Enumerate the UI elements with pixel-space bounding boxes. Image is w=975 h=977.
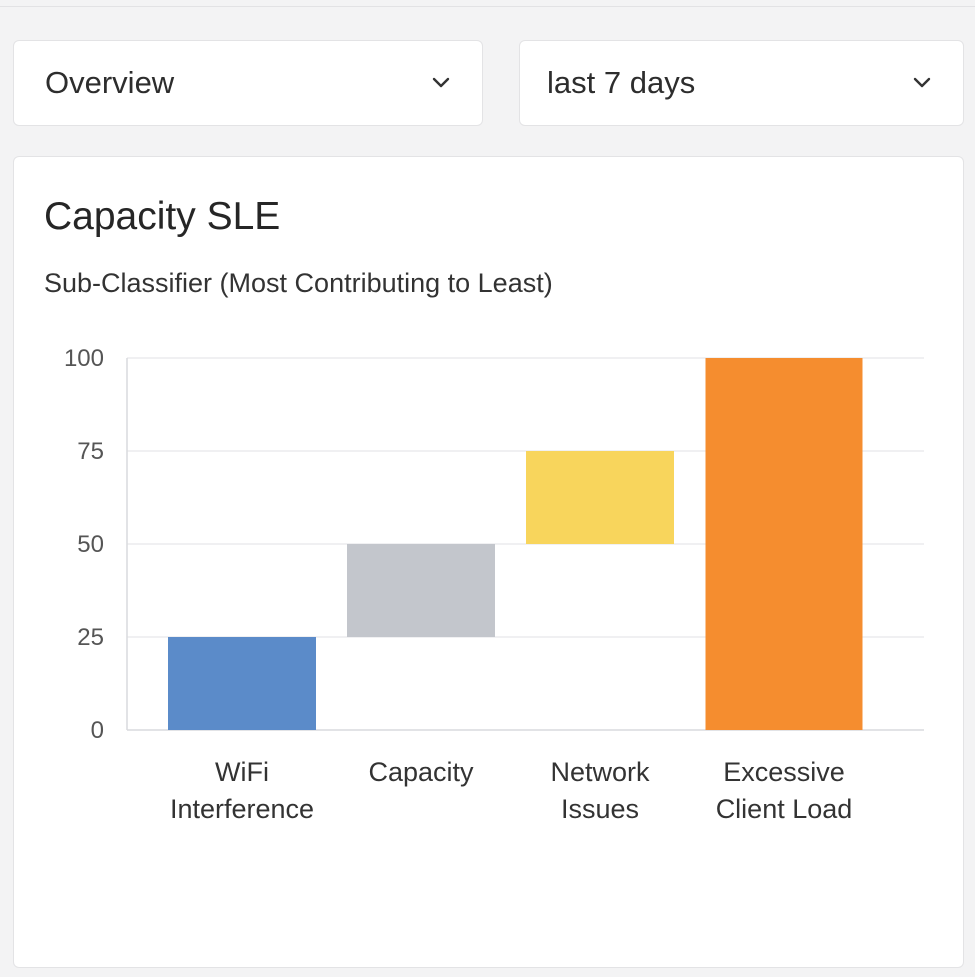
date-range-select[interactable]: last 7 days — [519, 40, 964, 126]
x-category-label: Excessive — [723, 757, 845, 787]
y-tick-label: 25 — [77, 624, 104, 651]
x-category-label: Client Load — [716, 794, 853, 824]
bar — [168, 637, 316, 730]
bar — [347, 544, 495, 637]
x-category-label: Capacity — [368, 757, 474, 787]
capacity-sle-card: Capacity SLE Sub-Classifier (Most Contri… — [13, 156, 964, 968]
view-select[interactable]: Overview — [13, 40, 483, 126]
card-subtitle: Sub-Classifier (Most Contributing to Lea… — [44, 268, 553, 298]
date-range-select-value: last 7 days — [547, 65, 696, 100]
y-tick-label: 50 — [77, 531, 104, 558]
chevron-down-icon — [432, 77, 450, 88]
y-tick-label: 0 — [91, 717, 104, 744]
card-title: Capacity SLE — [44, 195, 281, 238]
chevron-down-icon — [913, 77, 931, 88]
view-select-value: Overview — [45, 65, 175, 100]
capacity-sle-chart: 0 25 50 75 100 WiFi Interference Capacity Networ… — [64, 345, 924, 824]
x-category-label: Interference — [170, 794, 314, 824]
bar — [705, 358, 863, 730]
top-divider — [0, 6, 975, 7]
y-tick-label: 100 — [64, 345, 104, 372]
x-category-label: Network — [550, 757, 650, 787]
y-tick-label: 75 — [77, 438, 104, 465]
x-category-label: WiFi — [215, 757, 269, 787]
x-category-label: Issues — [561, 794, 639, 824]
bar — [526, 451, 674, 544]
